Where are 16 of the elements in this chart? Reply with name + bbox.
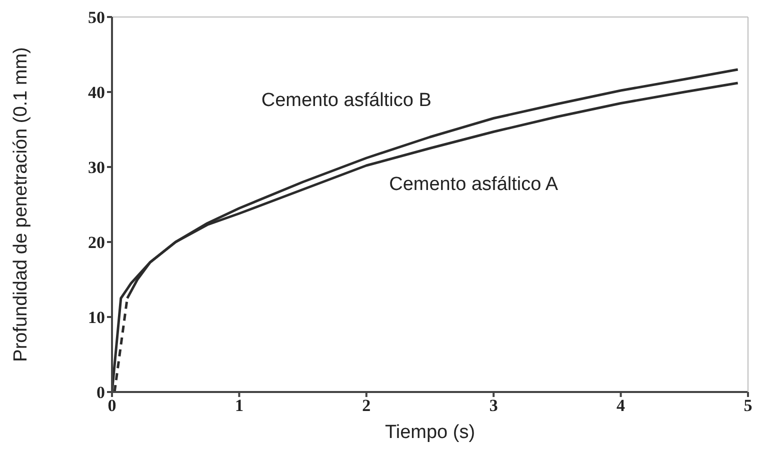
series-label: Cemento asfáltico A: [389, 174, 558, 195]
x-tick-label: 5: [744, 396, 752, 416]
x-tick-label: 3: [489, 396, 498, 416]
y-tick-label: 20: [88, 233, 105, 252]
series-label: Cemento asfáltico B: [261, 90, 432, 111]
y-tick-label: 0: [96, 383, 105, 402]
y-tick-label: 40: [88, 83, 105, 102]
y-tick-label: 10: [88, 308, 105, 328]
y-axis-title: Profundidad de penetración (0.1 mm): [10, 47, 32, 362]
x-axis-title: Tiempo (s): [384, 422, 476, 443]
x-tick-label: 2: [362, 396, 371, 416]
x-tick-label: 4: [616, 396, 626, 416]
y-tick-label: 50: [88, 8, 105, 28]
line-series: [112, 68, 740, 392]
x-tick-label: 1: [234, 396, 244, 416]
y-tick-label: 30: [88, 158, 105, 178]
